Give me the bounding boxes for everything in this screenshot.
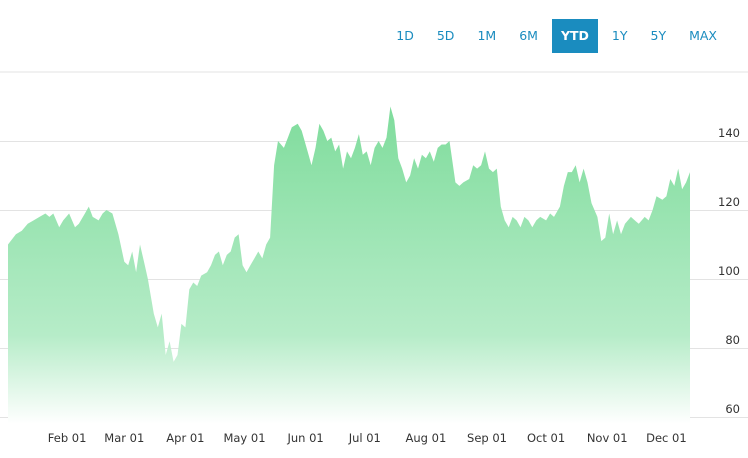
y-tick-label: 60 — [725, 402, 740, 416]
area-series — [8, 106, 690, 424]
series-area — [8, 106, 690, 424]
range-button-max[interactable]: MAX — [689, 28, 717, 43]
x-tick-label: Aug 01 — [406, 431, 447, 445]
x-axis: Feb 01 Mar 01 Apr 01 May 01 Jun 01 Jul 01 Aug … — [48, 431, 687, 445]
x-tick-label: Feb 01 — [48, 431, 87, 445]
x-tick-label: Jul 01 — [348, 431, 381, 445]
y-axis: 60 80 100 120 140 — [718, 126, 740, 416]
y-tick-label: 100 — [718, 264, 740, 278]
range-button-1y[interactable]: 1Y — [611, 28, 628, 43]
x-tick-label: Dec 01 — [646, 431, 687, 445]
range-button-1d[interactable]: 1D — [396, 28, 414, 43]
y-tick-label: 120 — [718, 195, 740, 209]
range-button-5d[interactable]: 5D — [436, 28, 455, 43]
range-button-5y[interactable]: 5Y — [650, 28, 667, 43]
range-button-1m[interactable]: 1M — [477, 28, 497, 43]
y-tick-label: 80 — [725, 333, 740, 347]
x-tick-label: Mar 01 — [104, 431, 144, 445]
x-tick-label: Sep 01 — [467, 431, 507, 445]
x-tick-label: Apr 01 — [166, 431, 204, 445]
y-tick-label: 140 — [718, 126, 740, 140]
range-selector: 1D 5D 1M 6M YTD 1Y 5Y MAX — [382, 19, 726, 53]
range-button-ytd[interactable]: YTD — [551, 19, 598, 53]
x-tick-label: Nov 01 — [587, 431, 628, 445]
x-tick-label: May 01 — [223, 431, 265, 445]
x-tick-label: Jun 01 — [286, 431, 323, 445]
range-button-6m[interactable]: 6M — [519, 28, 538, 43]
x-tick-label: Oct 01 — [527, 431, 565, 445]
